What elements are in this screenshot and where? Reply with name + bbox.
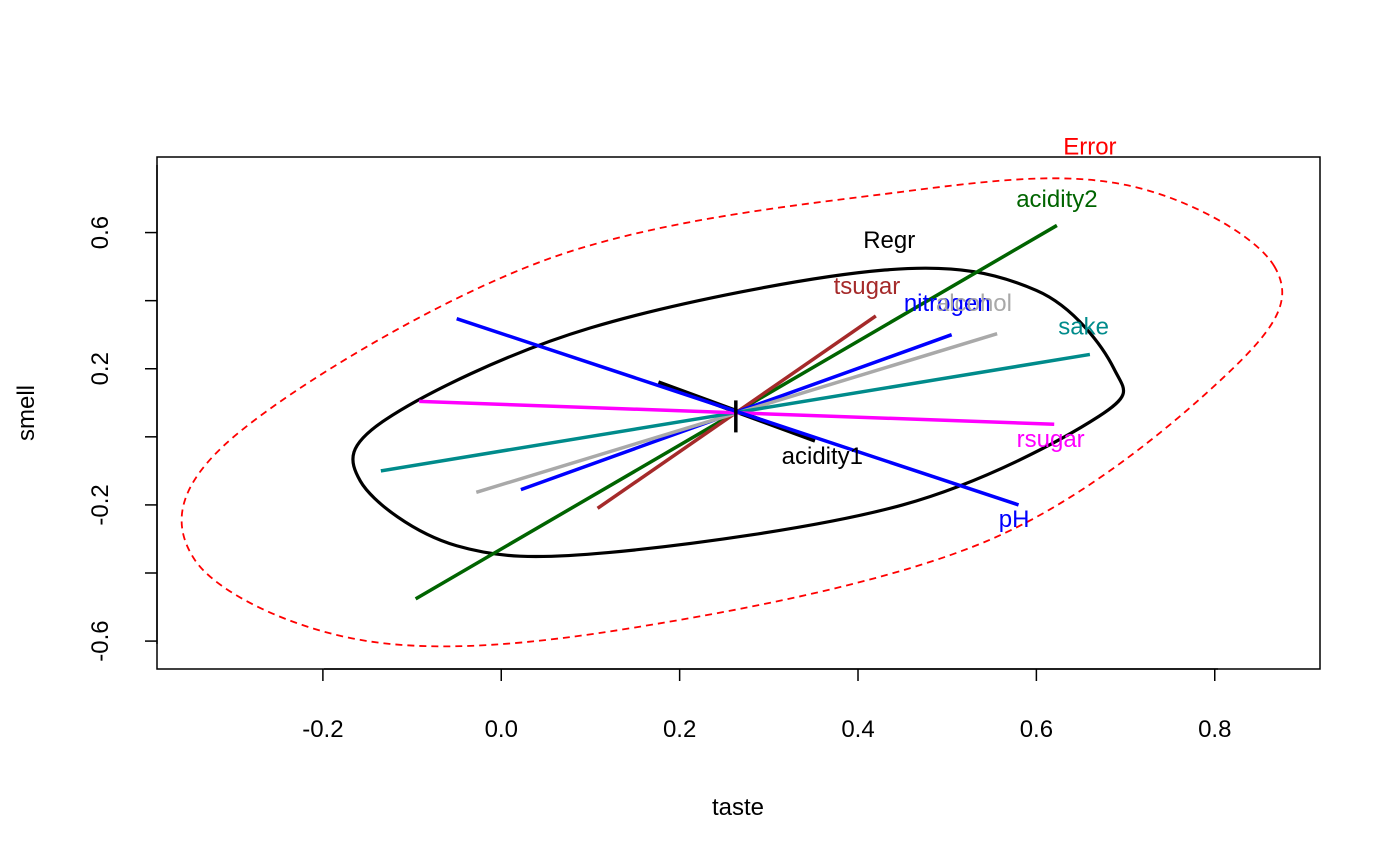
series-labels: Error Regr acidity1 acidity2 tsugarnitrogena… [782,133,1117,533]
acidity1-label: acidity1 [782,443,863,470]
ph-line [456,317,1020,507]
regr-ellipse [351,266,1126,559]
y-tick-label: -0.2 [87,484,114,525]
x-tick-label: 0.0 [485,716,518,743]
x-tick-label: 0.6 [1020,716,1053,743]
x-axis-title: taste [712,794,764,821]
sake-label: sake [1058,314,1109,341]
y-tick-label: -0.6 [87,620,114,661]
x-tick-label: 0.2 [663,716,696,743]
x-tick-label: 0.8 [1198,716,1231,743]
x-tick-label: -0.2 [302,716,343,743]
y-axis-ticks: -0.6 -0.2 0.2 0.6 [87,216,157,662]
error-ellipse [180,177,1284,648]
y-tick-label: 0.2 [87,352,114,385]
error-label: Error [1063,133,1116,160]
regr-label: Regr [863,227,915,254]
rsugar-label: rsugar [1017,426,1085,453]
x-tick-label: 0.4 [841,716,874,743]
x-axis-ticks: -0.2 0.0 0.2 0.4 0.6 0.8 [302,669,1231,743]
y-axis-title: smell [13,385,40,441]
ph-label: pH [999,506,1030,533]
ellipses-layer [180,177,1284,648]
nitrogen-label: nitrogen [904,290,991,317]
y-tick-label: 0.6 [87,216,114,249]
acidity2-label: acidity2 [1016,186,1097,213]
alcohol-label: alcohol [936,290,1012,317]
tsugar-label: tsugar [834,273,901,300]
